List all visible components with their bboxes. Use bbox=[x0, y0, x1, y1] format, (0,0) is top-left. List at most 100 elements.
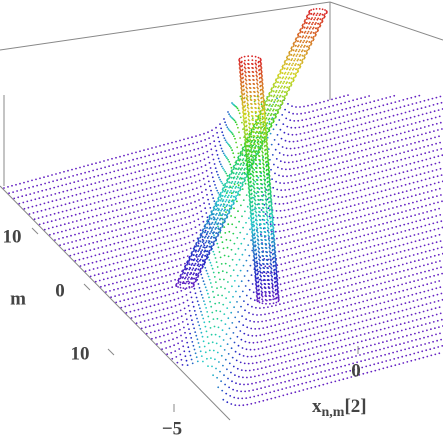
surface-point bbox=[202, 152, 205, 155]
surface-point bbox=[440, 266, 442, 269]
streak-point bbox=[206, 254, 209, 257]
streak-point bbox=[270, 100, 273, 103]
surface-point bbox=[110, 296, 112, 299]
surface-point bbox=[278, 395, 281, 398]
surface-point bbox=[195, 334, 198, 337]
surface-point bbox=[202, 317, 205, 320]
surface-point bbox=[395, 298, 398, 300]
surface-point bbox=[183, 326, 185, 329]
surface-point bbox=[266, 352, 269, 355]
streak-point bbox=[255, 261, 258, 264]
surface-point bbox=[354, 348, 356, 351]
surface-point bbox=[350, 159, 352, 162]
streak-point bbox=[237, 173, 240, 176]
surface-point bbox=[319, 101, 321, 104]
surface-point bbox=[208, 349, 211, 352]
surface-point bbox=[111, 210, 114, 213]
streak-point bbox=[281, 95, 284, 98]
streak-point bbox=[277, 297, 280, 300]
streak-point bbox=[258, 293, 260, 296]
surface-point bbox=[259, 198, 262, 201]
streak-point bbox=[307, 48, 310, 51]
surface-point bbox=[417, 279, 419, 281]
surface-point bbox=[437, 129, 439, 131]
streak-point bbox=[287, 77, 290, 80]
streak-point bbox=[323, 14, 326, 17]
surface-point bbox=[421, 159, 424, 162]
surface-point bbox=[244, 309, 246, 312]
surface-point bbox=[311, 294, 313, 297]
surface-point bbox=[236, 237, 239, 239]
surface-point bbox=[422, 330, 424, 333]
surface-point bbox=[162, 262, 165, 265]
streak-point bbox=[269, 254, 271, 257]
surface-point bbox=[379, 111, 382, 114]
surface-point bbox=[339, 359, 341, 362]
surface-point bbox=[154, 264, 157, 267]
surface-point bbox=[333, 301, 335, 304]
streak-point bbox=[271, 87, 273, 90]
surface-point bbox=[430, 236, 433, 238]
surface-point bbox=[429, 302, 432, 304]
surface-point bbox=[289, 386, 292, 388]
surface-point bbox=[145, 208, 147, 210]
surface-point bbox=[374, 369, 377, 372]
streak-point bbox=[214, 239, 217, 242]
surface-point bbox=[197, 193, 199, 196]
surface-point bbox=[164, 222, 167, 225]
streak-point bbox=[314, 17, 317, 19]
surface-point bbox=[422, 139, 424, 142]
surface-point bbox=[115, 229, 117, 232]
surface-point bbox=[318, 220, 321, 223]
surface-point bbox=[155, 290, 158, 293]
surface-point bbox=[130, 218, 132, 221]
surface-point bbox=[163, 288, 166, 291]
surface-point bbox=[413, 352, 416, 355]
streak-point bbox=[223, 221, 226, 224]
surface-point bbox=[389, 312, 392, 315]
surface-point bbox=[368, 121, 371, 124]
surface-point bbox=[337, 156, 339, 158]
surface-point bbox=[169, 201, 171, 204]
surface-point bbox=[73, 227, 75, 230]
surface-point bbox=[404, 203, 406, 206]
surface-point bbox=[408, 327, 411, 330]
surface-point bbox=[415, 220, 418, 223]
surface-point bbox=[337, 136, 340, 139]
surface-point bbox=[249, 264, 252, 267]
surface-point bbox=[204, 164, 207, 167]
surface-point bbox=[353, 224, 355, 226]
surface-point bbox=[293, 240, 295, 243]
surface-point bbox=[212, 271, 215, 274]
surface-point bbox=[224, 262, 227, 265]
surface-point bbox=[246, 270, 249, 272]
surface-point bbox=[130, 271, 133, 273]
surface-point bbox=[175, 193, 178, 195]
surface-point bbox=[215, 126, 217, 129]
surface-point bbox=[408, 202, 410, 205]
streak-point bbox=[325, 10, 328, 12]
surface-point bbox=[33, 192, 36, 194]
surface-point bbox=[310, 268, 313, 271]
surface-point bbox=[326, 165, 328, 168]
surface-point bbox=[53, 212, 56, 215]
surface-point bbox=[82, 185, 85, 188]
surface-point bbox=[137, 210, 139, 212]
surface-point bbox=[431, 143, 433, 146]
surface-point bbox=[311, 202, 314, 205]
surface-point bbox=[265, 346, 268, 349]
surface-point bbox=[214, 302, 217, 305]
surface-point bbox=[222, 398, 225, 401]
surface-point bbox=[306, 124, 309, 127]
streak-point bbox=[241, 159, 244, 162]
streak-point bbox=[260, 234, 262, 237]
surface-point bbox=[197, 304, 200, 306]
surface-point bbox=[290, 346, 293, 348]
surface-point bbox=[149, 233, 152, 235]
surface-point bbox=[150, 167, 153, 169]
streak-point bbox=[268, 104, 270, 107]
surface-point bbox=[120, 280, 122, 283]
surface-point bbox=[413, 234, 416, 236]
surface-point bbox=[235, 106, 238, 108]
surface-point bbox=[277, 317, 279, 319]
